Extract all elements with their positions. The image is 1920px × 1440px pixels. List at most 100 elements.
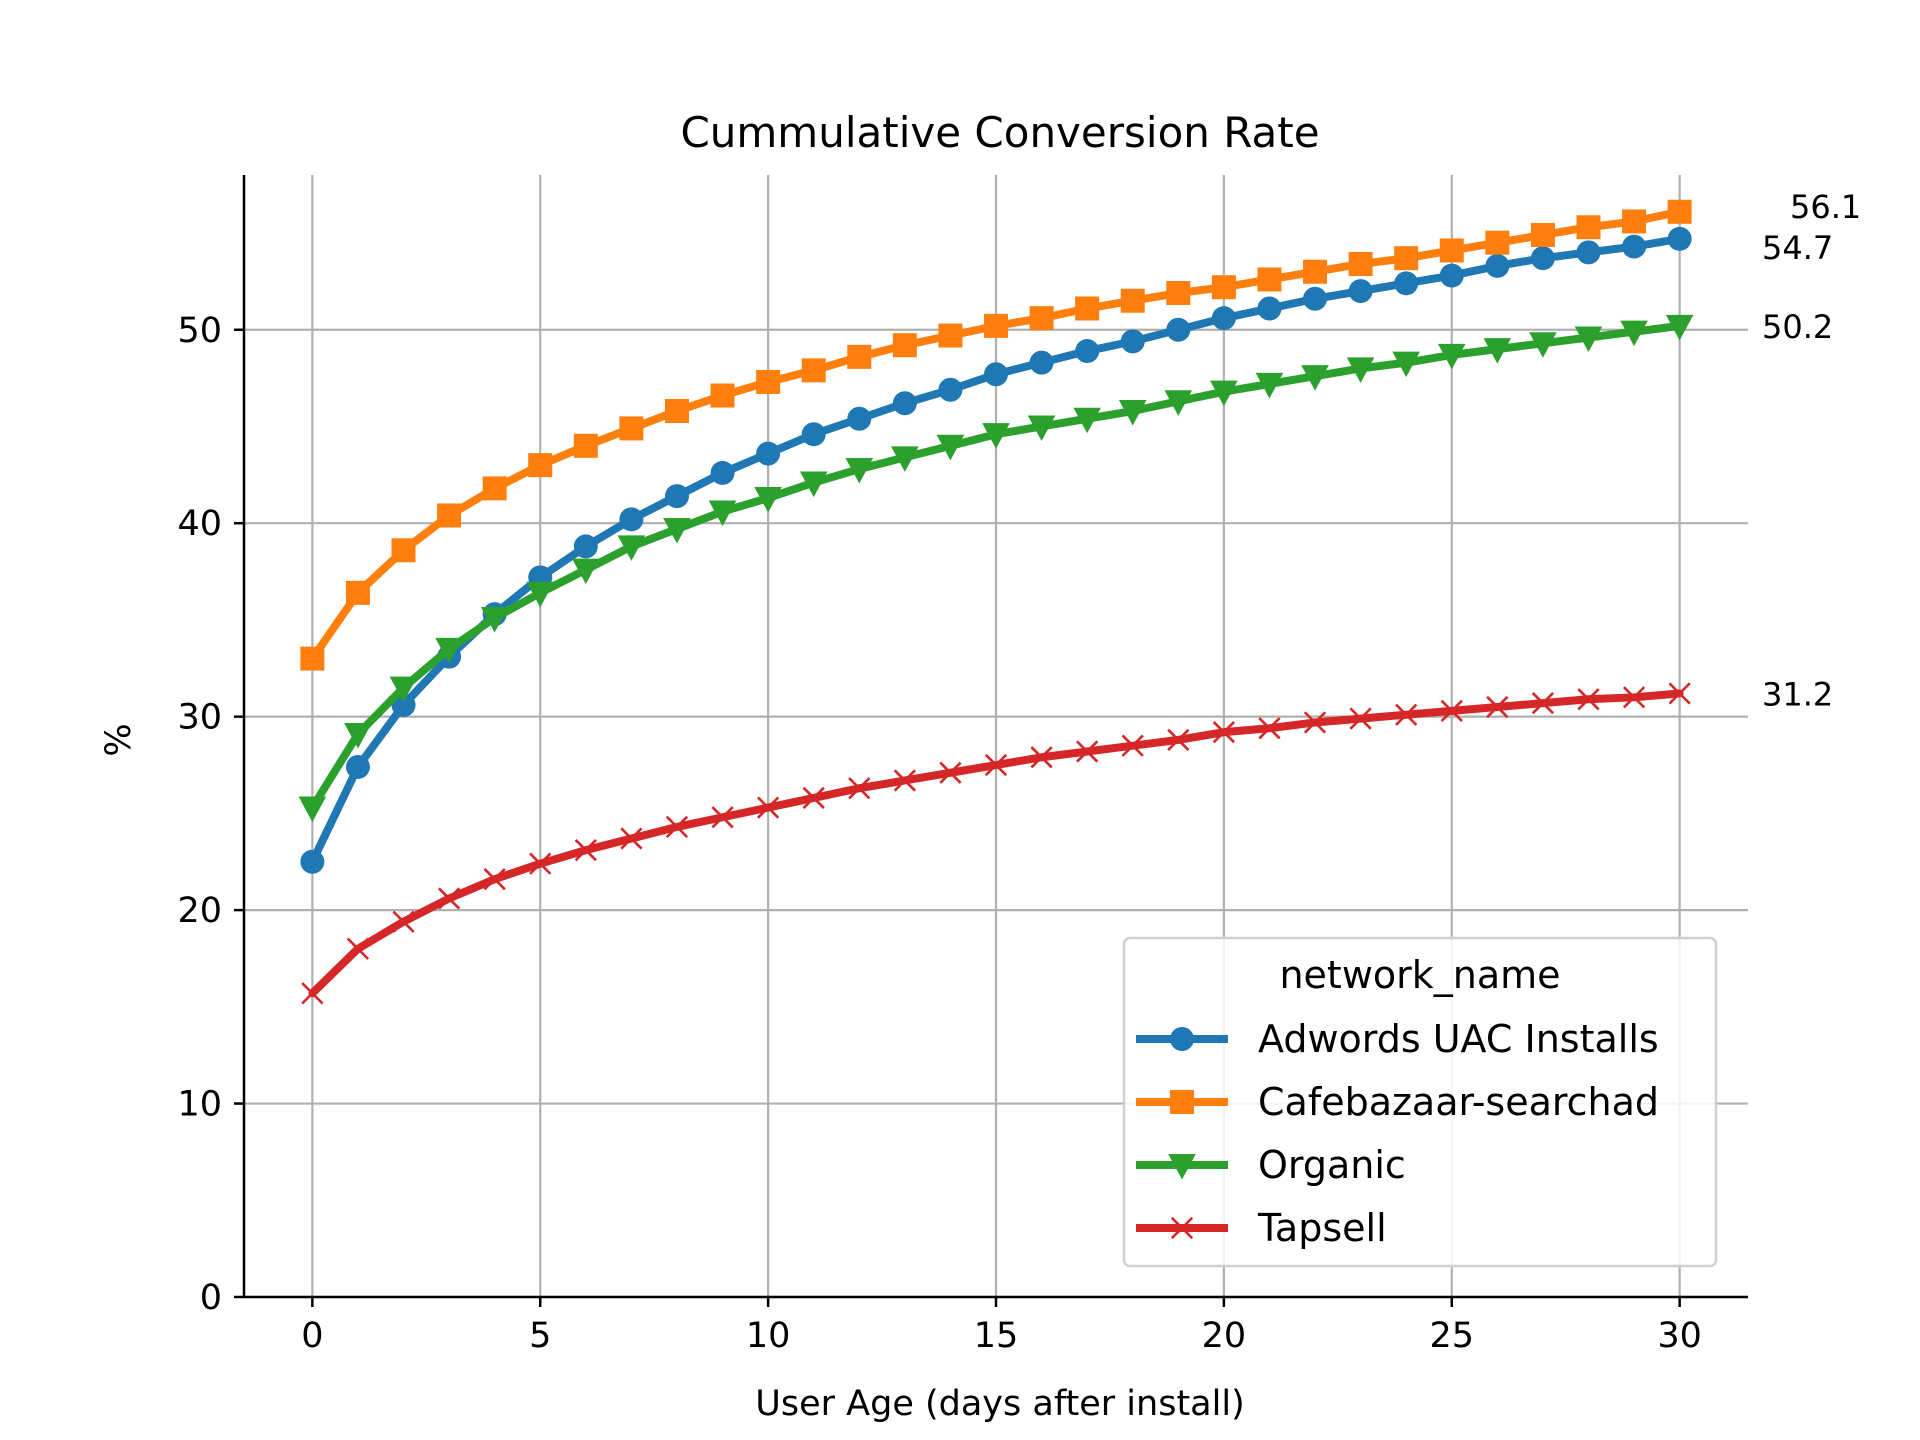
data-point-tapsell — [1167, 728, 1190, 751]
data-point-adwords-uac-installs — [300, 849, 325, 874]
data-point-tapsell — [711, 806, 734, 829]
y-tick-label: 40 — [177, 504, 222, 544]
data-point-tapsell — [939, 761, 962, 784]
data-point-organic — [1164, 390, 1193, 416]
legend-swatch-marker — [1170, 1216, 1194, 1240]
data-point-tapsell — [346, 937, 370, 960]
data-point-adwords-uac-installs — [664, 484, 689, 509]
data-point-cafebazaar-searchad — [619, 416, 644, 441]
end-label-tapsell: 31.2 — [1762, 675, 1833, 713]
data-point-cafebazaar-searchad — [1530, 222, 1555, 247]
data-point-adwords-uac-installs — [573, 534, 598, 559]
legend-item-adwords-uac-installs: Adwords UAC Installs — [1136, 1017, 1659, 1061]
data-point-tapsell — [802, 786, 825, 810]
data-point-adwords-uac-installs — [1667, 226, 1692, 251]
x-tick-label: 25 — [1429, 1316, 1474, 1356]
x-tick-label: 10 — [746, 1316, 791, 1356]
data-point-adwords-uac-installs — [1576, 240, 1601, 265]
data-point-tapsell — [1030, 746, 1053, 769]
legend-label: Tapsell — [1257, 1206, 1387, 1250]
data-point-tapsell — [1395, 703, 1418, 726]
data-point-cafebazaar-searchad — [1257, 267, 1282, 292]
x-tick-label: 5 — [529, 1316, 551, 1356]
x-tick-label: 30 — [1657, 1316, 1702, 1356]
legend-label: Adwords UAC Installs — [1258, 1017, 1659, 1061]
data-point-organic — [1073, 407, 1101, 434]
data-point-cafebazaar-searchad — [345, 580, 370, 605]
legend-swatch-marker — [1170, 1027, 1194, 1051]
data-point-adwords-uac-installs — [756, 441, 781, 466]
data-point-tapsell — [574, 839, 597, 862]
end-label-cafebazaar-searchad: 56.1 — [1790, 188, 1861, 226]
data-point-organic — [298, 796, 327, 823]
legend-frame — [1122, 936, 1718, 1268]
data-point-tapsell — [1212, 721, 1235, 744]
data-point-tapsell — [893, 769, 916, 792]
data-point-adwords-uac-installs — [1348, 279, 1373, 304]
data-point-cafebazaar-searchad — [664, 399, 689, 424]
data-point-adwords-uac-installs — [984, 362, 1008, 387]
data-point-adwords-uac-installs — [1029, 350, 1054, 375]
legend-label: Cafebazaar-searchad — [1258, 1080, 1659, 1124]
data-point-adwords-uac-installs — [1211, 306, 1236, 331]
data-point-organic — [572, 558, 600, 585]
data-point-cafebazaar-searchad — [1029, 306, 1054, 331]
y-tick-label: 30 — [177, 698, 222, 738]
end-label-adwords-uac-installs: 54.7 — [1762, 229, 1833, 267]
legend-title: network_name — [1279, 953, 1560, 997]
data-point-cafebazaar-searchad — [391, 538, 416, 563]
data-point-organic — [1301, 365, 1329, 391]
series-cafebazaar-searchad — [300, 199, 1692, 671]
data-point-organic — [389, 676, 418, 703]
data-point-cafebazaar-searchad — [300, 646, 325, 671]
legend-swatch-marker — [1170, 1090, 1194, 1114]
y-axis-label: % — [99, 723, 139, 756]
legend-item-cafebazaar-searchad: Cafebazaar-searchad — [1136, 1080, 1659, 1124]
data-point-tapsell — [1486, 695, 1509, 719]
data-point-tapsell — [1668, 682, 1691, 705]
data-point-cafebazaar-searchad — [1485, 230, 1510, 255]
data-point-cafebazaar-searchad — [528, 453, 553, 478]
data-point-adwords-uac-installs — [938, 377, 963, 402]
data-point-cafebazaar-searchad — [801, 358, 826, 383]
data-point-cafebazaar-searchad — [437, 503, 462, 528]
y-tick-label: 20 — [177, 891, 222, 931]
data-point-organic — [799, 471, 828, 498]
data-point-adwords-uac-installs — [1394, 271, 1419, 296]
end-labels: 54.756.1 50.2 31.2 — [1762, 188, 1861, 714]
data-point-organic — [1210, 380, 1238, 407]
data-point-cafebazaar-searchad — [1120, 288, 1145, 313]
data-point-cafebazaar-searchad — [1439, 238, 1464, 263]
data-point-organic — [1118, 399, 1147, 426]
data-point-adwords-uac-installs — [619, 507, 644, 532]
x-axis-label: User Age (days after install) — [755, 1384, 1244, 1424]
data-point-tapsell — [483, 868, 506, 891]
series-adwords-uac-installs — [300, 226, 1692, 874]
data-point-organic — [480, 606, 509, 633]
data-point-adwords-uac-installs — [1485, 253, 1510, 278]
legend: network_name Adwords UAC Installs Cafebaza… — [1122, 936, 1718, 1268]
data-point-cafebazaar-searchad — [756, 369, 781, 394]
data-point-adwords-uac-installs — [710, 460, 735, 485]
data-point-organic — [617, 535, 646, 561]
data-point-organic — [526, 581, 555, 608]
data-point-organic — [1346, 357, 1375, 383]
data-point-tapsell — [1258, 717, 1281, 740]
data-point-tapsell — [392, 910, 415, 933]
data-point-tapsell — [1076, 740, 1099, 763]
data-point-organic — [754, 487, 782, 513]
data-point-organic — [982, 423, 1010, 449]
data-point-organic — [708, 500, 737, 527]
data-point-cafebazaar-searchad — [1576, 215, 1601, 240]
data-point-cafebazaar-searchad — [847, 344, 872, 369]
data-point-cafebazaar-searchad — [1667, 199, 1692, 224]
data-point-organic — [1255, 372, 1284, 399]
data-point-tapsell — [620, 827, 643, 850]
data-point-adwords-uac-installs — [1622, 234, 1647, 259]
data-point-organic — [435, 637, 463, 664]
data-point-cafebazaar-searchad — [482, 476, 507, 501]
legend-item-tapsell: Tapsell — [1136, 1206, 1387, 1250]
data-point-organic — [1437, 343, 1466, 370]
data-point-adwords-uac-installs — [1439, 263, 1464, 288]
